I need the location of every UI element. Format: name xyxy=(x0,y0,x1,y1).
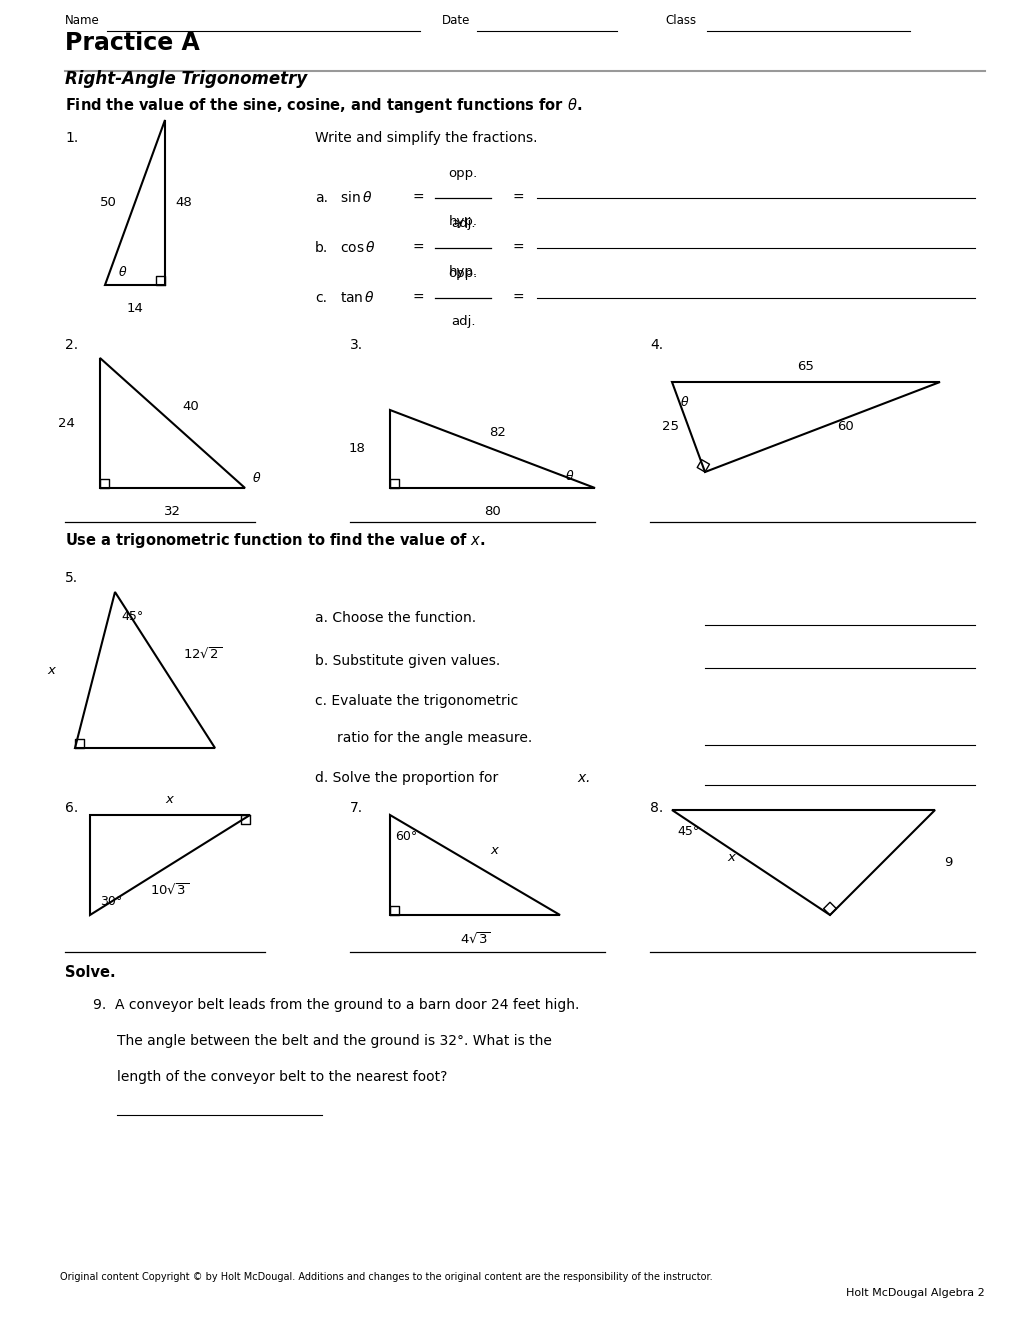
Text: Original content Copyright © by Holt McDougal. Additions and changes to the orig: Original content Copyright © by Holt McD… xyxy=(60,1272,712,1282)
Text: Date: Date xyxy=(441,15,470,26)
Text: 32: 32 xyxy=(164,506,180,517)
Text: $12\sqrt{2}$: $12\sqrt{2}$ xyxy=(182,647,222,663)
Text: 1.: 1. xyxy=(65,131,78,145)
Text: b. Substitute given values.: b. Substitute given values. xyxy=(315,653,499,668)
Text: 18: 18 xyxy=(347,442,365,455)
Text: 25: 25 xyxy=(661,421,679,433)
Text: =: = xyxy=(513,290,524,305)
Text: 7.: 7. xyxy=(350,801,363,814)
Text: $\theta$: $\theta$ xyxy=(680,395,689,409)
Text: Find the value of the sine, cosine, and tangent functions for $\theta$.: Find the value of the sine, cosine, and … xyxy=(65,96,582,115)
Text: b.: b. xyxy=(315,242,328,255)
Text: $\sin\theta$: $\sin\theta$ xyxy=(339,190,372,206)
Text: Holt McDougal Algebra 2: Holt McDougal Algebra 2 xyxy=(846,1288,984,1298)
Text: $x$.: $x$. xyxy=(577,771,590,785)
Text: a.: a. xyxy=(315,191,328,205)
Text: =: = xyxy=(413,242,424,255)
Text: $x$: $x$ xyxy=(726,851,737,865)
Text: $x$: $x$ xyxy=(165,793,175,807)
Text: hyp.: hyp. xyxy=(448,265,477,279)
Text: $10\sqrt{3}$: $10\sqrt{3}$ xyxy=(151,883,190,898)
Text: Solve.: Solve. xyxy=(65,965,115,979)
Text: adj.: adj. xyxy=(450,218,475,231)
Text: 65: 65 xyxy=(797,360,813,374)
Text: 82: 82 xyxy=(488,426,505,440)
Text: 8.: 8. xyxy=(649,801,662,814)
Text: Class: Class xyxy=(664,15,695,26)
Text: 40: 40 xyxy=(182,400,199,413)
Text: 6.: 6. xyxy=(65,801,78,814)
Text: opp.: opp. xyxy=(448,168,477,181)
Text: $x$: $x$ xyxy=(489,843,499,857)
Text: Right-Angle Trigonometry: Right-Angle Trigonometry xyxy=(65,70,307,88)
Text: Use a trigonometric function to find the value of $x$.: Use a trigonometric function to find the… xyxy=(65,531,485,550)
Text: $\tan\theta$: $\tan\theta$ xyxy=(339,290,375,305)
Text: 9.  A conveyor belt leads from the ground to a barn door 24 feet high.: 9. A conveyor belt leads from the ground… xyxy=(93,998,579,1012)
Text: $\theta$: $\theta$ xyxy=(118,265,127,279)
Text: 50: 50 xyxy=(100,195,117,209)
Text: adj.: adj. xyxy=(450,315,475,329)
Text: opp.: opp. xyxy=(448,268,477,280)
Text: a. Choose the function.: a. Choose the function. xyxy=(315,611,476,624)
Text: 14: 14 xyxy=(126,302,144,315)
Text: Write and simplify the fractions.: Write and simplify the fractions. xyxy=(315,131,537,145)
Text: ratio for the angle measure.: ratio for the angle measure. xyxy=(336,731,532,744)
Text: Practice A: Practice A xyxy=(65,30,200,55)
Text: =: = xyxy=(513,242,524,255)
Text: 5.: 5. xyxy=(65,572,78,585)
Text: 60°: 60° xyxy=(394,830,417,843)
Text: 4.: 4. xyxy=(649,338,662,352)
Text: 45°: 45° xyxy=(121,610,143,623)
Text: c. Evaluate the trigonometric: c. Evaluate the trigonometric xyxy=(315,694,518,708)
Text: $\theta$: $\theta$ xyxy=(252,471,261,484)
Text: =: = xyxy=(413,191,424,205)
Text: 30°: 30° xyxy=(100,895,122,908)
Text: 24: 24 xyxy=(58,417,75,429)
Text: $\theta$: $\theta$ xyxy=(565,469,574,483)
Text: =: = xyxy=(513,191,524,205)
Text: Name: Name xyxy=(65,15,100,26)
Text: =: = xyxy=(413,290,424,305)
Text: 60: 60 xyxy=(837,421,854,433)
Text: 80: 80 xyxy=(484,506,500,517)
Text: 45°: 45° xyxy=(677,825,699,838)
Text: c.: c. xyxy=(315,290,327,305)
Text: length of the conveyor belt to the nearest foot?: length of the conveyor belt to the neare… xyxy=(117,1071,447,1084)
Text: d. Solve the proportion for: d. Solve the proportion for xyxy=(315,771,502,785)
Text: $\cos\theta$: $\cos\theta$ xyxy=(339,240,375,256)
Text: 3.: 3. xyxy=(350,338,363,352)
Text: 9: 9 xyxy=(943,855,952,869)
Text: 48: 48 xyxy=(175,195,192,209)
Text: $4\sqrt{3}$: $4\sqrt{3}$ xyxy=(460,932,490,948)
Text: The angle between the belt and the ground is 32°. What is the: The angle between the belt and the groun… xyxy=(117,1034,551,1048)
Text: hyp.: hyp. xyxy=(448,215,477,228)
Text: 2.: 2. xyxy=(65,338,78,352)
Text: $x$: $x$ xyxy=(47,664,57,676)
